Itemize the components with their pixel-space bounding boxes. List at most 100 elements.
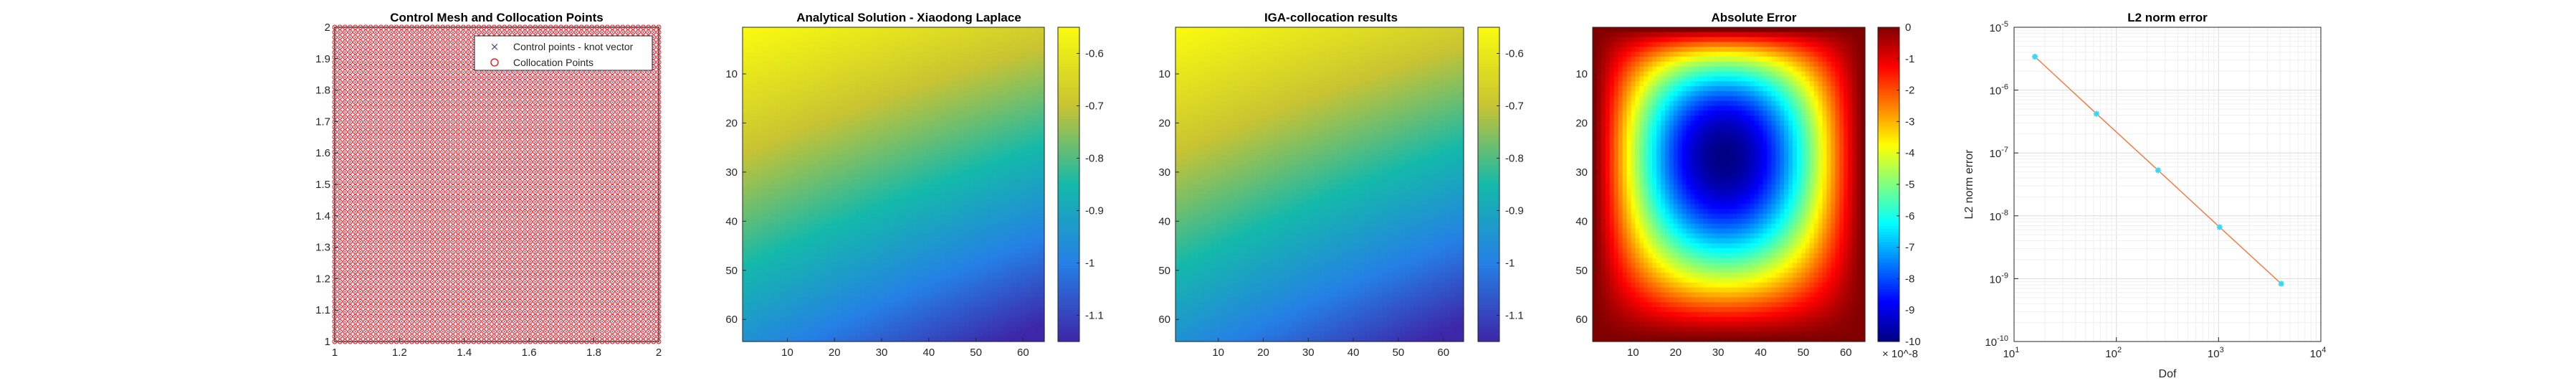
collocation-point bbox=[358, 80, 363, 85]
control-point bbox=[364, 150, 367, 154]
control-point bbox=[369, 36, 373, 39]
control-point bbox=[390, 185, 393, 189]
collocation-point bbox=[363, 334, 368, 339]
control-point bbox=[364, 225, 367, 228]
control-point bbox=[369, 265, 373, 268]
collocation-point bbox=[368, 29, 373, 35]
control-point bbox=[395, 116, 398, 118]
collocation-point bbox=[358, 70, 363, 75]
control-point bbox=[400, 165, 404, 169]
control-point bbox=[390, 165, 393, 169]
control-point bbox=[395, 250, 398, 253]
control-point bbox=[348, 240, 352, 243]
control-point bbox=[364, 295, 367, 298]
control-point bbox=[384, 65, 388, 69]
control-point bbox=[338, 131, 341, 133]
collocation-point bbox=[358, 65, 363, 70]
collocation-point bbox=[368, 104, 373, 110]
control-point bbox=[353, 50, 357, 54]
collocation-point bbox=[342, 239, 348, 245]
control-point bbox=[364, 275, 367, 278]
control-point bbox=[384, 150, 388, 154]
control-point bbox=[384, 295, 388, 298]
control-point bbox=[400, 200, 404, 204]
control-point bbox=[364, 300, 367, 303]
control-point bbox=[379, 175, 383, 179]
control-point bbox=[395, 335, 398, 338]
control-point bbox=[384, 170, 388, 174]
control-point bbox=[343, 95, 347, 99]
control-point bbox=[384, 310, 388, 314]
collocation-point bbox=[348, 29, 353, 35]
control-point bbox=[338, 70, 341, 74]
collocation-point bbox=[363, 259, 368, 265]
control-point bbox=[400, 146, 404, 149]
collocation-point bbox=[337, 65, 343, 70]
collocation-point bbox=[363, 214, 368, 220]
collocation-point bbox=[363, 269, 368, 275]
control-point bbox=[364, 146, 367, 149]
control-point bbox=[390, 210, 393, 214]
collocation-point bbox=[353, 189, 358, 194]
collocation-point bbox=[353, 70, 358, 75]
control-point bbox=[343, 270, 347, 273]
collocation-point bbox=[363, 174, 368, 180]
control-point bbox=[343, 170, 347, 174]
control-point bbox=[374, 280, 378, 283]
control-point bbox=[364, 160, 367, 164]
control-point bbox=[390, 155, 393, 159]
control-point bbox=[374, 146, 378, 149]
control-point bbox=[384, 250, 388, 253]
control-point bbox=[338, 320, 341, 324]
collocation-point bbox=[337, 249, 343, 255]
control-point bbox=[359, 330, 362, 333]
collocation-point bbox=[363, 134, 368, 140]
control-point bbox=[353, 315, 357, 319]
control-point bbox=[379, 220, 383, 223]
collocation-point bbox=[353, 60, 358, 65]
control-point bbox=[359, 80, 362, 84]
control-point bbox=[348, 55, 352, 59]
control-point bbox=[379, 245, 383, 248]
collocation-point bbox=[358, 119, 363, 125]
control-point bbox=[348, 295, 352, 298]
control-point bbox=[384, 160, 388, 164]
control-point bbox=[390, 280, 393, 283]
collocation-point bbox=[363, 94, 368, 100]
control-point bbox=[374, 150, 378, 154]
control-point bbox=[384, 70, 388, 74]
control-point bbox=[390, 190, 393, 194]
control-point bbox=[338, 90, 341, 94]
control-point bbox=[390, 200, 393, 204]
control-point bbox=[384, 305, 388, 309]
control-point bbox=[348, 116, 352, 118]
collocation-point bbox=[368, 99, 373, 105]
control-point bbox=[395, 255, 398, 258]
collocation-point bbox=[353, 239, 358, 245]
collocation-point bbox=[342, 303, 348, 309]
collocation-point bbox=[358, 204, 363, 210]
collocation-point bbox=[363, 60, 368, 65]
control-point bbox=[400, 190, 404, 194]
control-point bbox=[400, 275, 404, 278]
collocation-point bbox=[353, 104, 358, 110]
control-point bbox=[353, 75, 357, 79]
control-point bbox=[353, 235, 357, 238]
collocation-point bbox=[337, 70, 343, 75]
control-point bbox=[364, 330, 367, 333]
control-point bbox=[353, 210, 357, 214]
control-point bbox=[395, 180, 398, 184]
control-point bbox=[384, 315, 388, 319]
collocation-point bbox=[337, 254, 343, 260]
control-point bbox=[384, 330, 388, 333]
collocation-point bbox=[337, 224, 343, 230]
control-point bbox=[364, 85, 367, 89]
collocation-point bbox=[348, 50, 353, 55]
control-point bbox=[359, 285, 362, 288]
control-point bbox=[379, 265, 383, 268]
collocation-point bbox=[348, 298, 353, 304]
control-point bbox=[348, 230, 352, 233]
control-point bbox=[364, 110, 367, 114]
collocation-point bbox=[342, 214, 348, 220]
control-point bbox=[379, 285, 383, 288]
